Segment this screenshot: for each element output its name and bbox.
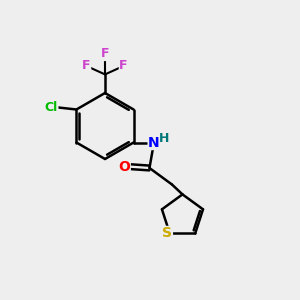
Text: F: F [101, 47, 109, 61]
Text: O: O [118, 160, 130, 173]
Text: Cl: Cl [45, 100, 58, 114]
Text: N: N [148, 136, 160, 149]
Text: H: H [159, 132, 170, 146]
Text: F: F [119, 59, 128, 73]
Text: F: F [82, 59, 91, 73]
Text: S: S [162, 226, 172, 241]
